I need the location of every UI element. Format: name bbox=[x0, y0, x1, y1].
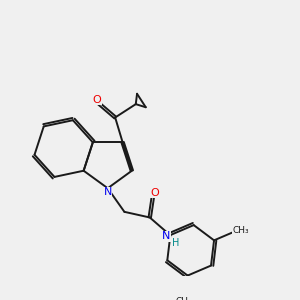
Text: O: O bbox=[93, 95, 101, 105]
Text: CH₃: CH₃ bbox=[176, 297, 192, 300]
Text: N: N bbox=[162, 231, 171, 242]
Text: H: H bbox=[172, 238, 180, 248]
Text: O: O bbox=[150, 188, 159, 197]
Text: N: N bbox=[103, 188, 112, 197]
Text: CH₃: CH₃ bbox=[233, 226, 249, 235]
